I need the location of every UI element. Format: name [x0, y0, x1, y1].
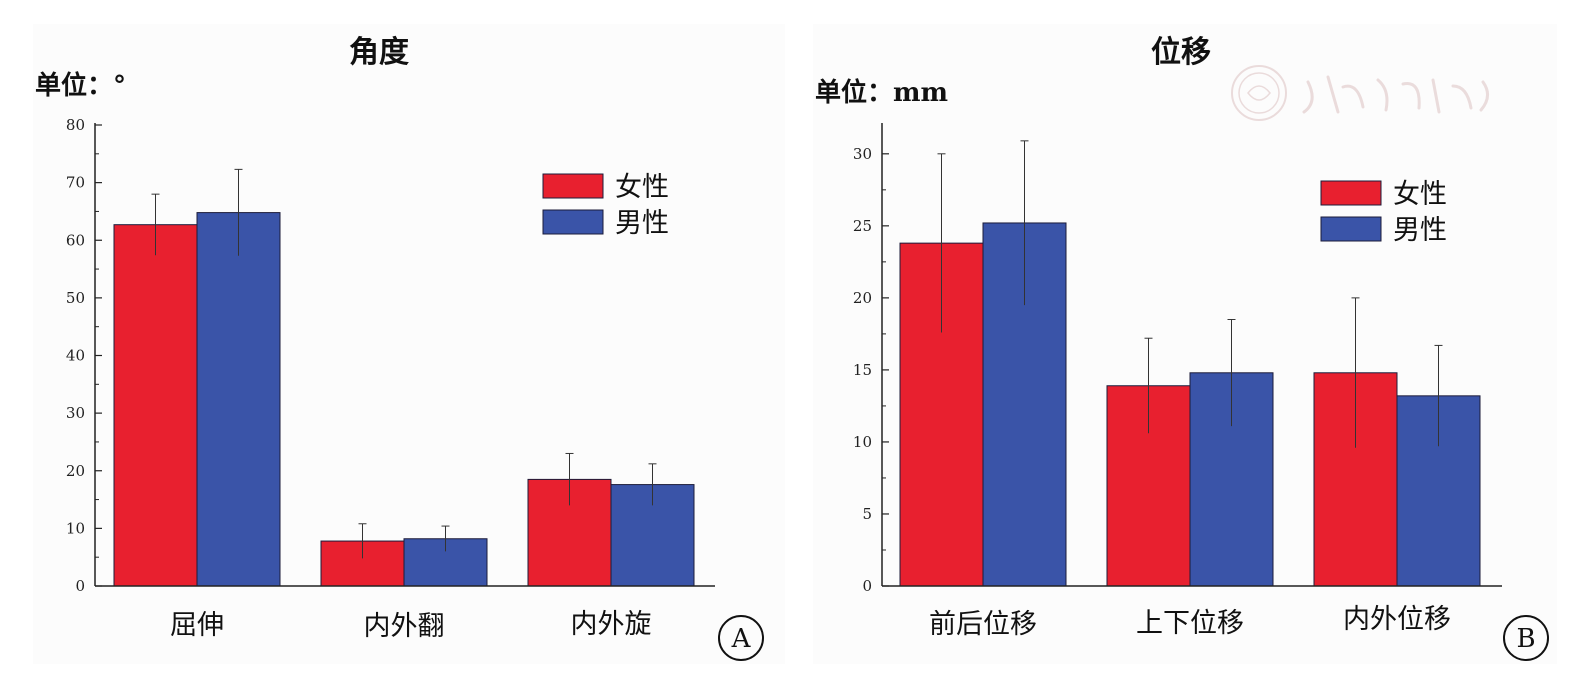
chart-panel-angle: 角度单位：° A 屈伸 内外翻 内外旋 0 10 20 30 40 50 60 70 80 女性男性	[33, 24, 785, 664]
y-tick-label: 30	[66, 404, 85, 422]
y-tick-label: 70	[66, 174, 85, 192]
chart-title: 位移	[1151, 35, 1211, 70]
legend-label: 男性	[1393, 215, 1447, 246]
watermark-logo	[1231, 65, 1489, 121]
legend-swatch	[542, 209, 604, 235]
bar	[113, 224, 198, 587]
y-tick-label: 5	[862, 505, 872, 523]
x-tick-label: 屈伸	[170, 610, 224, 641]
panel-letter-circle	[718, 615, 764, 661]
legend-swatch	[1320, 180, 1382, 206]
y-tick-label: 25	[853, 217, 872, 235]
unit-label: 单位：mm	[815, 77, 948, 108]
y-tick-label: 20	[853, 289, 872, 307]
bar	[196, 212, 281, 587]
x-tick-label: 上下位移	[1136, 608, 1244, 639]
legend-label: 女性	[1393, 179, 1447, 210]
y-tick-label: 15	[853, 361, 872, 379]
legend-label: 男性	[615, 208, 669, 239]
x-tick-label: 内外位移	[1343, 604, 1451, 635]
y-tick-label: 0	[862, 577, 872, 595]
y-tick-label: 60	[66, 231, 85, 249]
y-tick-label: 50	[66, 289, 85, 307]
chart-title: 角度	[349, 35, 409, 70]
y-tick-label: 10	[853, 433, 872, 451]
y-tick-label: 20	[66, 462, 85, 480]
unit-label: 单位：°	[35, 70, 126, 101]
legend-label: 女性	[615, 172, 669, 203]
x-tick-label: 前后位移	[929, 609, 1037, 640]
panel-letter-circle	[1503, 615, 1549, 661]
legend-swatch	[542, 173, 604, 199]
y-tick-label: 80	[66, 116, 85, 134]
panel-letter: A	[731, 624, 752, 654]
legend-swatch	[1320, 216, 1382, 242]
x-tick-label: 内外翻	[364, 611, 445, 642]
panel-letter: B	[1516, 624, 1535, 654]
chart-panel-displacement: 位移单位：mm B 前后位移 上下位移 内外位移 0 5 10 15 20 25 30 女性男性	[813, 24, 1557, 664]
y-tick-label: 10	[66, 519, 85, 537]
y-tick-label: 30	[853, 145, 872, 163]
x-tick-label: 内外旋	[571, 609, 652, 640]
y-tick-label: 40	[66, 347, 85, 365]
y-tick-label: 0	[75, 577, 85, 595]
